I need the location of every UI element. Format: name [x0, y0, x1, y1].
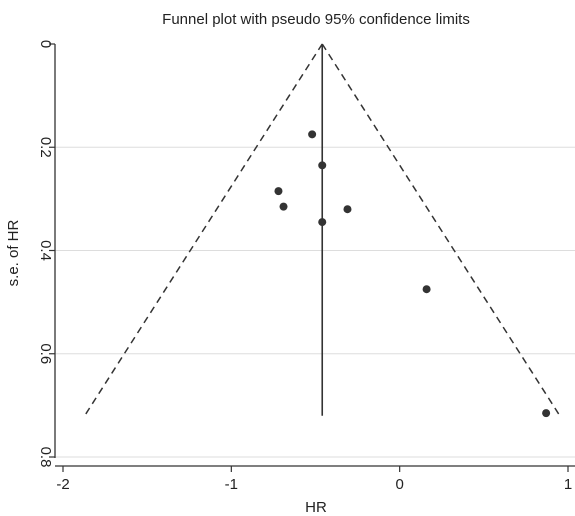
study-point [343, 205, 352, 214]
y-tick-label: 0.2 [37, 137, 54, 158]
x-tick-label: -2 [56, 476, 69, 493]
y-tick-label: 0.4 [37, 240, 54, 261]
funnel-lines [84, 43, 561, 417]
study-point [279, 202, 288, 211]
y-tick-label: 0 [37, 40, 54, 48]
data-points [274, 130, 551, 418]
study-point [542, 409, 551, 418]
study-point [308, 130, 317, 139]
y-tick-label: 0.6 [37, 343, 54, 364]
axes: 0 0.2 0.4 0.6 0.8-2 -1 0 1 [37, 40, 575, 493]
lower-confidence-limit [84, 43, 323, 417]
study-point [318, 218, 327, 227]
chart-title: Funnel plot with pseudo 95% confidence l… [162, 11, 470, 28]
study-point [318, 161, 327, 170]
x-tick-label: 0 [395, 476, 403, 493]
y-tick-label: 0.8 [37, 447, 54, 468]
upper-confidence-limit [321, 43, 561, 417]
x-tick-label: -1 [225, 476, 238, 493]
grid-lines [55, 146, 575, 458]
x-tick-label: 1 [564, 476, 572, 493]
y-axis-title: s.e. of HR [5, 219, 22, 286]
study-point [274, 187, 283, 196]
x-axis-title: HR [305, 499, 327, 516]
study-point [422, 285, 431, 294]
